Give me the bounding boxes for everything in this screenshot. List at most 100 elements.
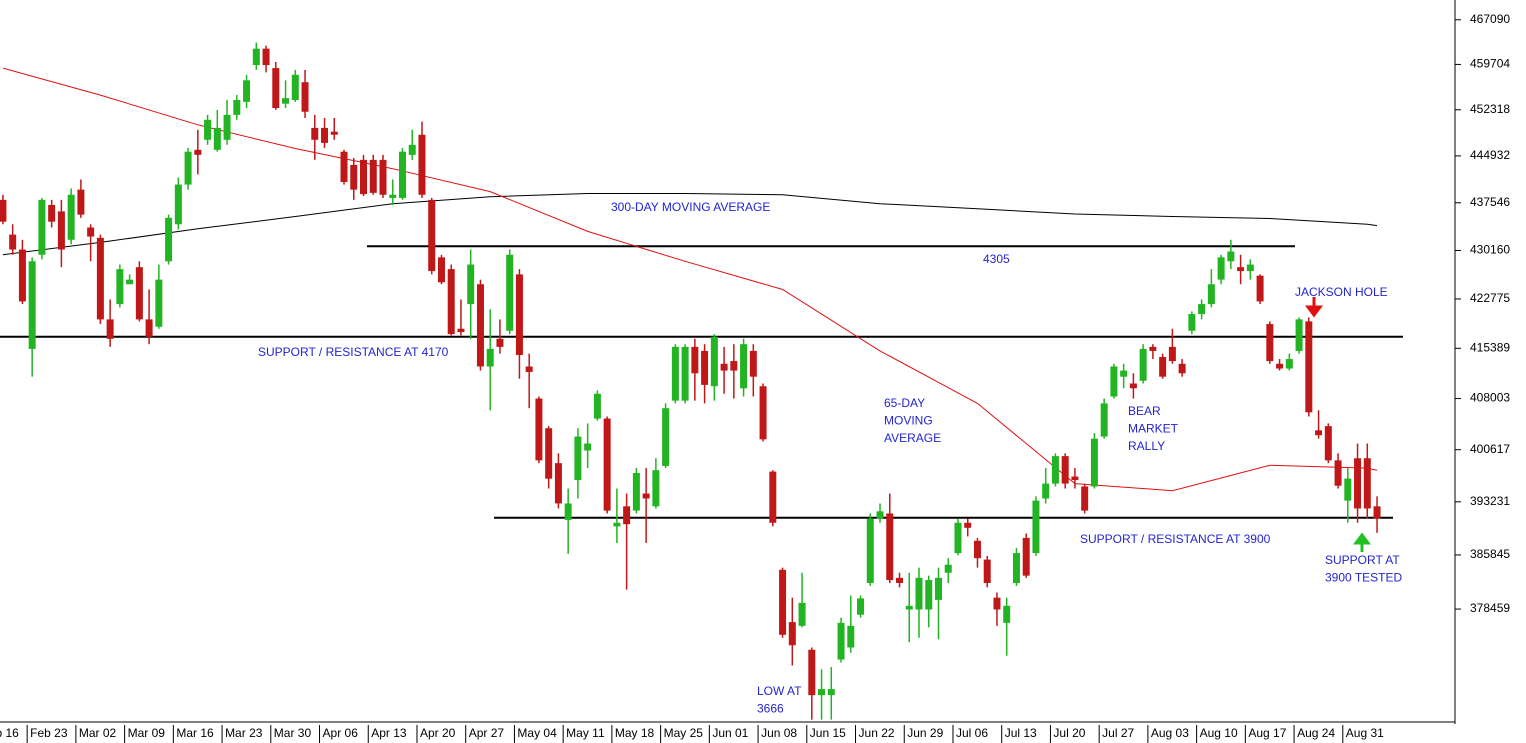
candle-body: [1149, 346, 1157, 351]
candle-body: [701, 350, 709, 385]
candle-body: [360, 159, 368, 195]
candle-body: [1168, 346, 1176, 362]
candle-body: [1198, 304, 1206, 315]
annotation: 3900 TESTED: [1325, 571, 1402, 585]
candle-body: [1032, 500, 1040, 554]
y-tick-label: 437546: [1470, 195, 1510, 209]
candle-body: [67, 194, 75, 240]
candle-body: [447, 269, 455, 335]
annotation: LOW AT: [757, 684, 802, 698]
candle-body: [486, 348, 494, 367]
candle-body: [1246, 264, 1254, 272]
x-tick-label: Aug 31: [1346, 726, 1384, 740]
candle-body: [896, 577, 904, 583]
candle-body: [165, 217, 173, 262]
candle-body: [9, 234, 17, 250]
y-tick-label: 400617: [1470, 442, 1510, 456]
candle-body: [408, 144, 416, 155]
candle-body: [174, 184, 182, 225]
y-tick-label: 430160: [1470, 243, 1510, 257]
annotation: 65-DAY: [884, 396, 925, 410]
candle-body: [691, 346, 699, 374]
y-tick-label: 385845: [1470, 547, 1510, 561]
x-tick-label: Jul 20: [1053, 726, 1085, 740]
candle-body: [1305, 321, 1313, 413]
annotation: RALLY: [1128, 439, 1165, 453]
annotation: 300-DAY MOVING AVERAGE: [611, 200, 770, 214]
annotation: JACKSON HOLE: [1295, 285, 1388, 299]
candle-body: [1295, 319, 1303, 351]
candle-body: [106, 319, 114, 339]
candle-body: [457, 328, 465, 333]
candle-body: [593, 393, 601, 419]
candle-body: [934, 577, 942, 600]
candle-body: [1373, 506, 1381, 519]
x-tick-label: Mar 16: [176, 726, 214, 740]
candle-body: [847, 625, 855, 648]
candle-body: [925, 580, 933, 610]
candle-body: [740, 344, 748, 389]
y-tick-label: 415389: [1470, 340, 1510, 354]
candle-body: [905, 605, 913, 610]
candle-body: [1003, 605, 1011, 623]
candle-body: [1061, 456, 1069, 484]
candle-body: [603, 418, 611, 511]
candle-body: [1256, 275, 1264, 302]
candle-body: [282, 98, 290, 104]
candle-body: [525, 366, 533, 372]
candle-body: [243, 80, 251, 102]
candle-body: [1139, 348, 1147, 381]
candle-body: [301, 82, 309, 112]
candle-body: [350, 164, 358, 190]
annotation: 3666: [757, 702, 784, 716]
annotation: AVERAGE: [884, 431, 941, 445]
candle-body: [749, 350, 757, 377]
x-tick-label: Jul 06: [956, 726, 988, 740]
candle-body: [467, 264, 475, 305]
candle-body: [96, 237, 104, 320]
candle-body: [954, 522, 962, 554]
x-tick-label: Apr 20: [420, 726, 456, 740]
x-tick-label: Jun 15: [810, 726, 846, 740]
candle-body: [1071, 476, 1079, 481]
candle-body: [613, 522, 621, 527]
candle-body: [1159, 357, 1167, 377]
candle-body: [437, 257, 445, 283]
candle-body: [857, 598, 865, 615]
x-tick-label: May 25: [664, 726, 704, 740]
candle-body: [389, 194, 397, 198]
x-tick-label: Feb 16: [0, 726, 19, 740]
candle-body: [369, 159, 377, 193]
candle-body: [194, 149, 202, 155]
candle-body: [915, 577, 923, 610]
candle-body: [788, 622, 796, 646]
candle-body: [48, 204, 56, 222]
candle-body: [993, 597, 1001, 610]
candle-body: [973, 540, 981, 559]
x-tick-label: Aug 17: [1248, 726, 1286, 740]
candle-body: [623, 506, 631, 525]
candle-body: [116, 269, 124, 305]
y-tick-label: 452318: [1470, 102, 1510, 116]
annotation: MARKET: [1128, 422, 1179, 436]
candle-body: [759, 386, 767, 440]
candle-body: [1110, 366, 1118, 397]
annotation: SUPPORT / RESISTANCE AT 4170: [258, 345, 449, 359]
candle-body: [1334, 460, 1342, 486]
annotation: BEAR: [1128, 404, 1161, 418]
x-tick-label: Aug 03: [1151, 726, 1189, 740]
candle-body: [554, 463, 562, 504]
x-tick-label: Jun 08: [761, 726, 797, 740]
annotation: SUPPORT AT: [1325, 553, 1400, 567]
candle-body: [330, 131, 338, 135]
candle-body: [418, 134, 426, 195]
y-tick-label: 378459: [1470, 601, 1510, 615]
annotation: SUPPORT / RESISTANCE AT 3900: [1080, 532, 1271, 546]
candle-body: [1344, 478, 1352, 501]
candle-body: [145, 319, 153, 337]
candle-body: [1178, 363, 1186, 374]
x-tick-label: May 11: [566, 726, 605, 740]
y-tick-label: 408003: [1470, 391, 1510, 405]
